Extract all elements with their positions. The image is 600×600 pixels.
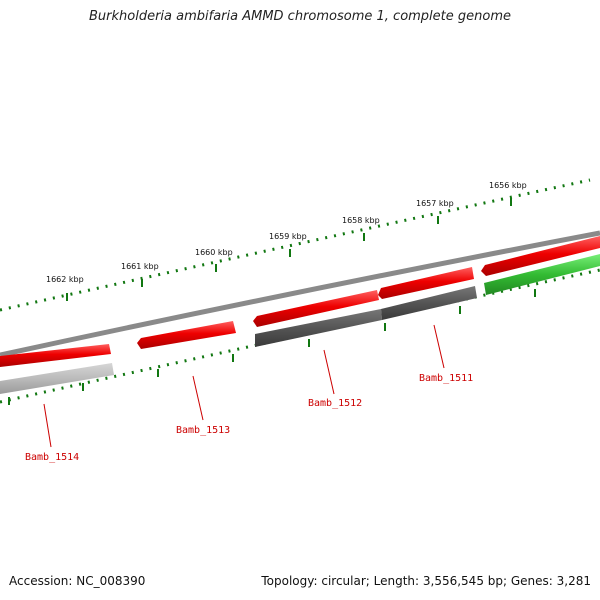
tick-label-1659: 1659 kbp (269, 232, 307, 241)
gene-label-bamb-1511[interactable]: Bamb_1511 (419, 373, 473, 384)
gene-reverse-dark-2[interactable] (381, 286, 477, 320)
genome-summary: Topology: circular; Length: 3,556,545 bp… (261, 574, 591, 588)
reverse-strand-genes (0, 254, 600, 394)
tick-label-1662: 1662 kbp (46, 275, 84, 284)
gene-bamb-1511-forward[interactable] (378, 267, 474, 299)
outer-major-ticks (66, 198, 512, 301)
gene-label-bamb-1512[interactable]: Bamb_1512 (308, 398, 362, 409)
map-title: Burkholderia ambifaria AMMD chromosome 1… (88, 9, 512, 24)
tick-label-1656: 1656 kbp (489, 181, 527, 190)
gene-forward-right[interactable] (481, 236, 600, 276)
gene-bamb-1513-forward[interactable] (137, 321, 236, 349)
gene-reverse-green[interactable] (484, 254, 600, 295)
tick-label-1661: 1661 kbp (121, 262, 159, 271)
tick-label-1658: 1658 kbp (342, 216, 380, 225)
gene-reverse-dark-1[interactable] (255, 309, 382, 347)
forward-strand-genes (0, 236, 600, 367)
tick-labels: 1662 kbp 1661 kbp 1660 kbp 1659 kbp 1658… (46, 181, 527, 284)
accession-label: Accession: NC_008390 (9, 574, 146, 588)
gene-label-leaders (43, 324, 445, 448)
tick-label-1660: 1660 kbp (195, 248, 233, 257)
backbone-ring (0, 230, 600, 358)
gene-bamb-1512-forward[interactable] (253, 290, 379, 327)
gene-bamb-1514-forward[interactable] (0, 344, 111, 367)
gene-reverse-light[interactable] (0, 363, 114, 394)
gene-label-bamb-1514[interactable]: Bamb_1514 (25, 452, 79, 463)
gene-label-bamb-1513[interactable]: Bamb_1513 (176, 425, 230, 436)
inner-major-ticks (8, 289, 536, 405)
gene-labels: Bamb_1514 Bamb_1513 Bamb_1512 Bamb_1511 (25, 373, 473, 463)
tick-label-1657: 1657 kbp (416, 199, 454, 208)
